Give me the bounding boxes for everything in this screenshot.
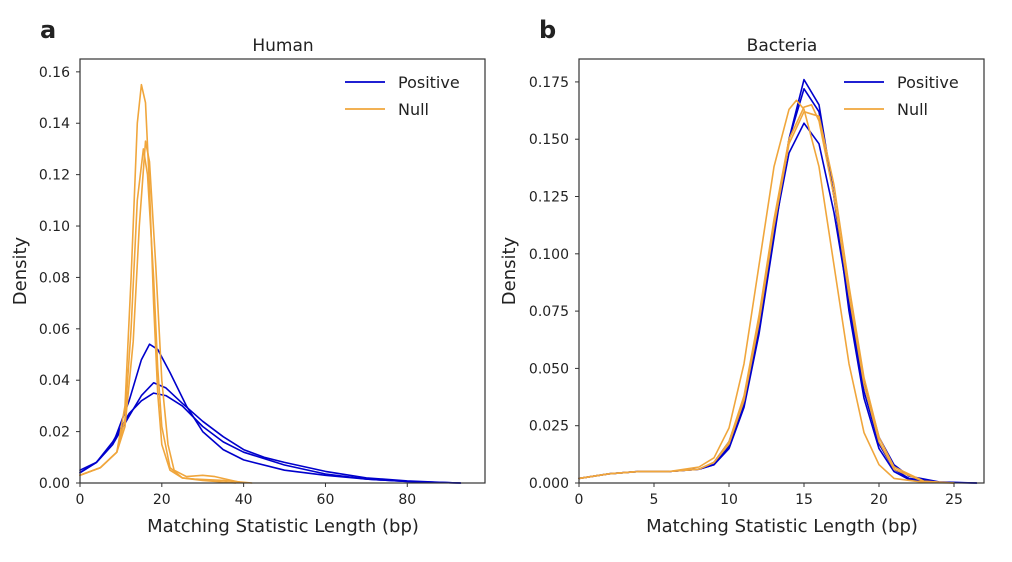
x-tick-label: 0 bbox=[76, 492, 85, 508]
x-tick-label: 10 bbox=[720, 492, 738, 508]
chart-title: Human bbox=[252, 36, 313, 56]
x-tick-label: 20 bbox=[870, 492, 888, 508]
series-line-positive-2 bbox=[578, 88, 978, 484]
y-tick-label: 0.000 bbox=[529, 476, 569, 492]
y-tick-label: 0.08 bbox=[39, 270, 70, 286]
y-tick-label: 0.050 bbox=[529, 361, 569, 377]
y-tick-label: 0.150 bbox=[529, 132, 569, 148]
series-line-null-6 bbox=[578, 110, 955, 484]
legend-label-null: Null bbox=[897, 100, 928, 119]
panel-letter: a bbox=[40, 16, 56, 44]
x-tick-label: 0 bbox=[575, 492, 584, 508]
y-tick-label: 0.06 bbox=[39, 322, 70, 338]
y-axis-label: Density bbox=[10, 236, 31, 305]
y-tick-label: 0.075 bbox=[529, 304, 569, 320]
x-tick-label: 80 bbox=[398, 492, 416, 508]
x-axis-label: Matching Statistic Length (bp) bbox=[147, 516, 419, 537]
y-tick-label: 0.00 bbox=[39, 476, 70, 492]
plot-frame bbox=[578, 58, 985, 484]
series-line-positive-3 bbox=[79, 392, 462, 484]
y-tick-label: 0.175 bbox=[529, 75, 569, 91]
x-tick-label: 40 bbox=[235, 492, 253, 508]
x-tick-label: 20 bbox=[153, 492, 171, 508]
panel-a: a Human 0 20 40 60 80 0.00 0.02 0.04 0.06 0.08 0.1… bbox=[10, 16, 486, 537]
chart-title: Bacteria bbox=[747, 36, 818, 56]
y-tick-label: 0.125 bbox=[529, 190, 569, 206]
plot-area: 0 5 10 15 20 25 0.000 0.025 0.050 0.075 0.100 0.125… bbox=[529, 58, 985, 508]
y-tick-label: 0.100 bbox=[529, 247, 569, 263]
y-tick-label: 0.04 bbox=[39, 373, 70, 389]
y-tick-label: 0.12 bbox=[39, 168, 70, 184]
panel-b: b Bacteria 0 5 10 15 20 25 0.000 0.025 0.050 0.07… bbox=[499, 16, 985, 537]
y-tick-label: 0.14 bbox=[39, 116, 70, 132]
panel-letter: b bbox=[539, 16, 556, 44]
x-axis-label: Matching Statistic Length (bp) bbox=[646, 516, 918, 537]
series-line-positive-1 bbox=[578, 78, 978, 484]
y-tick-label: 0.02 bbox=[39, 425, 70, 441]
y-axis-label: Density bbox=[499, 236, 520, 305]
legend-label-positive: Positive bbox=[897, 73, 959, 92]
series-line-null-4 bbox=[578, 99, 955, 484]
x-tick-label: 5 bbox=[650, 492, 659, 508]
plot-area: 0 20 40 60 80 0.00 0.02 0.04 0.06 0.08 0.10 0.12 0.1… bbox=[39, 58, 486, 508]
x-tick-label: 60 bbox=[317, 492, 335, 508]
legend-label-null: Null bbox=[398, 100, 429, 119]
y-tick-label: 0.16 bbox=[39, 65, 70, 81]
series-line-positive-1 bbox=[79, 343, 462, 484]
x-tick-label: 15 bbox=[795, 492, 813, 508]
series-line-null-5 bbox=[578, 104, 955, 484]
y-tick-label: 0.025 bbox=[529, 419, 569, 435]
series-line-positive-3 bbox=[578, 122, 978, 484]
series-line-null-6 bbox=[79, 140, 245, 484]
legend-label-positive: Positive bbox=[398, 73, 460, 92]
y-tick-label: 0.10 bbox=[39, 219, 70, 235]
series-line-positive-2 bbox=[79, 382, 462, 484]
plot-frame bbox=[79, 58, 486, 484]
x-tick-label: 25 bbox=[945, 492, 963, 508]
